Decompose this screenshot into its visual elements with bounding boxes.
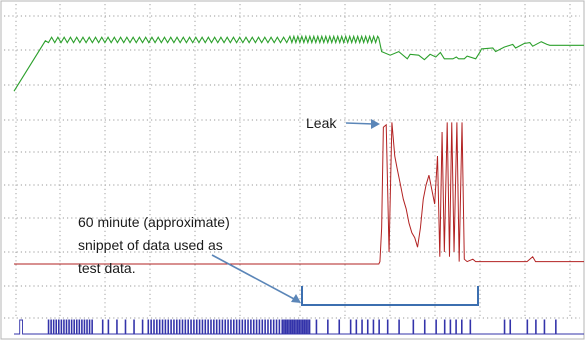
annotation-leak-label: Leak <box>306 115 337 131</box>
grid <box>4 4 580 319</box>
series-blue-line <box>14 319 584 335</box>
annotation-snippet-line-3: test data. <box>78 260 136 276</box>
annotation-snippet-arrowhead <box>291 294 301 303</box>
annotation-snippet-arrow <box>211 254 297 301</box>
series-blue-pulses <box>14 319 584 335</box>
annotation-snippet-line-1: 60 minute (approximate) <box>78 214 230 230</box>
series-red-line <box>14 122 584 265</box>
annotation-snippet-line-2: snippet of data used as <box>78 237 223 253</box>
series-red-trace <box>14 122 584 265</box>
series-green-trace <box>13 34 584 92</box>
annotation-leak-arrowhead <box>371 119 380 129</box>
annotation-snippet-bracket <box>301 286 479 306</box>
series-green-line <box>13 34 584 92</box>
annotation-leak-arrow <box>345 122 375 125</box>
